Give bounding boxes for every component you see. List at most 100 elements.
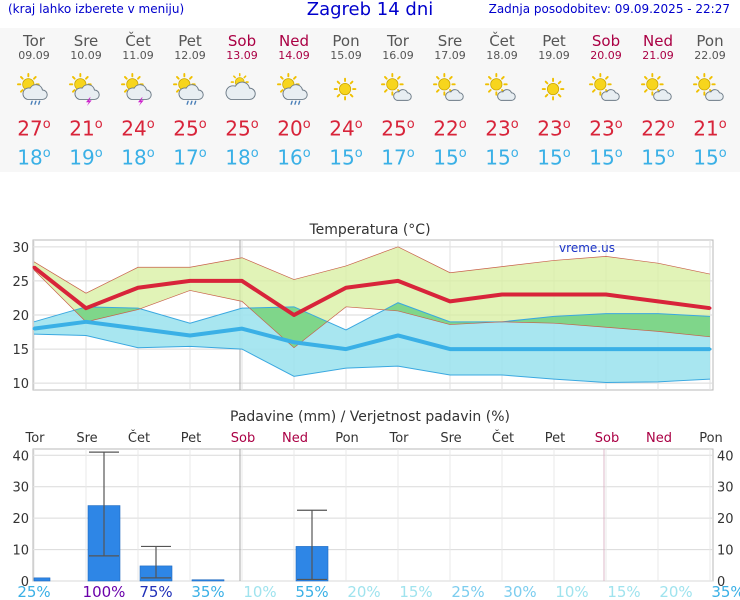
precipitation-day-label: Pet [545, 431, 565, 446]
sun-small-cloud-icon [381, 73, 415, 107]
min-temperature-point [500, 347, 504, 351]
y-tick-label-left: 20 [12, 512, 29, 527]
day-date: 20.09 [590, 49, 622, 62]
precipitation-day-label: Sre [440, 431, 461, 446]
min-temperature: 15o [433, 145, 467, 170]
max-temperature: 27o [17, 116, 51, 141]
day-name: Ned [643, 32, 673, 50]
precipitation-day-label: Sre [76, 431, 97, 446]
day-date: 15.09 [330, 49, 362, 62]
precipitation-probability-label: 15% [399, 583, 432, 600]
precipitation-bar [191, 579, 225, 582]
sun-icon [329, 73, 363, 107]
precipitation-bar [33, 577, 51, 582]
day-date: 16.09 [382, 49, 414, 62]
location-menu-hint[interactable]: (kraj lahko izberete v meniju) [8, 2, 185, 16]
max-band-edge [33, 269, 711, 349]
precipitation-probability-label: 10% [243, 583, 276, 600]
daily-forecast-panel: Tor 09.09 27o 18o Sre 10.09 21o 19o Čet 11.09 24o 1… [0, 28, 740, 172]
sun-small-cloud-icon [485, 73, 519, 107]
min-temperature-point [136, 327, 140, 331]
y-tick-label-right: 30 [717, 481, 734, 496]
max-temperature-point [604, 293, 608, 297]
min-temperature: 17o [173, 145, 207, 170]
precipitation-probability-label: 10% [555, 583, 588, 600]
min-band-edge [33, 333, 711, 384]
day-date: 13.09 [226, 49, 258, 62]
precipitation-probability-label: 20% [659, 583, 692, 600]
day-date: 10.09 [70, 49, 102, 62]
day-column: Tor 16.09 25o 17o [372, 28, 424, 172]
day-name: Pet [542, 32, 566, 50]
min-temperature-point [84, 320, 88, 324]
y-tick-label-left: 10 [12, 544, 29, 559]
precipitation-probability-label: 20% [347, 583, 380, 600]
min-temperature: 17o [381, 145, 415, 170]
min-temperature-point [292, 340, 296, 344]
min-temperature-point [708, 347, 712, 351]
max-temperature-point [448, 299, 452, 303]
y-tick-label-left: 0 [21, 575, 29, 590]
day-column: Pon 22.09 21o 15o [684, 28, 736, 172]
temperature-chart-title: Temperatura (°C) [308, 222, 430, 238]
sun-small-cloud-icon [641, 73, 675, 107]
min-temperature: 18o [225, 145, 259, 170]
day-name: Sob [227, 32, 257, 50]
max-temperature-point [552, 293, 556, 297]
precipitation-day-label: Pet [181, 431, 201, 446]
precipitation-probability-label: 100% [83, 583, 126, 600]
day-column: Pon 15.09 24o 15o [320, 28, 372, 172]
max-temperature: 20o [277, 116, 311, 141]
day-column: Sob 20.09 23o 15o [580, 28, 632, 172]
max-temperature: 25o [225, 116, 259, 141]
precipitation-plot-area [32, 448, 714, 582]
min-temperature: 15o [641, 145, 675, 170]
top-bar: (kraj lahko izberete v meniju) Zagreb 14… [0, 0, 740, 22]
min-band-edge [33, 302, 711, 331]
day-name: Pon [696, 32, 724, 50]
min-temperature: 15o [329, 145, 363, 170]
sun-cloud-rain-icon [17, 73, 51, 107]
min-temperature-line [33, 319, 710, 352]
day-column: Pet 19.09 23o 15o [528, 28, 580, 172]
min-temperature: 16o [277, 145, 311, 170]
y-tick-label: 20 [12, 309, 29, 324]
max-temperature-point [500, 293, 504, 297]
day-date: 18.09 [486, 49, 518, 62]
max-temperature: 25o [381, 116, 415, 141]
sun-icon [537, 73, 571, 107]
sun-cloud-rain-icon [277, 73, 311, 107]
day-name: Tor [23, 32, 45, 50]
precipitation-probability-label: 30% [503, 583, 536, 600]
max-temperature: 24o [121, 116, 155, 141]
day-date: 21.09 [642, 49, 674, 62]
max-temperature-line [32, 265, 711, 317]
sun-cloud-thunder-icon [121, 73, 155, 107]
precipitation-day-label: Ned [646, 431, 672, 446]
min-temperature: 19o [69, 145, 103, 170]
max-temperature-point [188, 279, 192, 283]
min-temperature-point [656, 347, 660, 351]
max-temperature-point [656, 299, 660, 303]
day-column: Ned 14.09 20o 16o [268, 28, 320, 172]
min-temperature: 18o [121, 145, 155, 170]
y-tick-label: 15 [12, 343, 29, 358]
precipitation-day-label: Pon [699, 431, 723, 446]
max-temperature: 24o [329, 116, 363, 141]
max-temperature: 25o [173, 116, 207, 141]
day-date: 19.09 [538, 49, 570, 62]
day-name: Čet [489, 32, 515, 50]
daily-forecast-row: Tor 09.09 27o 18o Sre 10.09 21o 19o Čet 11.09 24o 1… [8, 28, 736, 172]
min-temperature-point [344, 347, 348, 351]
min-temperature-point [604, 347, 608, 351]
max-temperature: 23o [485, 116, 519, 141]
precipitation-day-label: Čet [492, 430, 514, 446]
precipitation-day-label: Sob [595, 431, 619, 446]
day-name: Tor [387, 32, 409, 50]
precipitation-probability-label: 25% [17, 583, 50, 600]
precipitation-probability-label: 55% [295, 583, 328, 600]
day-name: Pet [178, 32, 202, 50]
precipitation-probability-label: 35% [711, 583, 740, 600]
max-temperature: 23o [537, 116, 571, 141]
day-date: 12.09 [174, 49, 206, 62]
